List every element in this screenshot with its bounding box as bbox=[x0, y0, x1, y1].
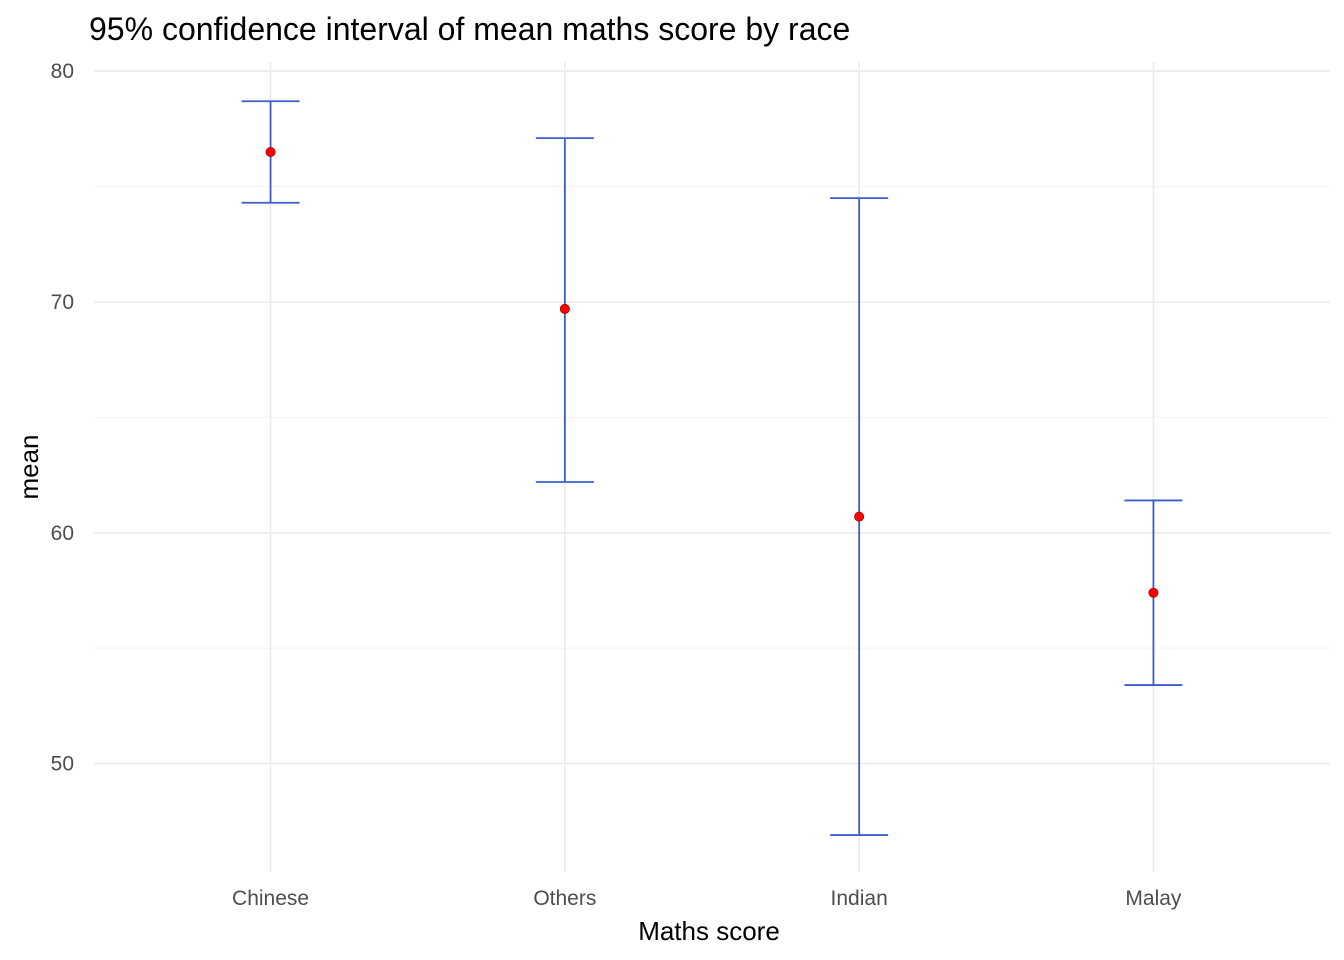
y-tick-label: 70 bbox=[51, 291, 74, 314]
grid-layer bbox=[94, 62, 1330, 872]
x-tick-label: Malay bbox=[1125, 887, 1182, 910]
y-axis-title: mean bbox=[14, 434, 44, 499]
y-tick-label: 50 bbox=[51, 753, 74, 776]
y-tick-label: 80 bbox=[51, 60, 74, 83]
x-tick-label: Indian bbox=[831, 887, 888, 910]
y-tick-labels: 50 60 70 80 bbox=[51, 60, 74, 775]
point-layer bbox=[265, 146, 1159, 598]
x-tick-label: Others bbox=[533, 887, 596, 910]
y-tick-label: 60 bbox=[51, 522, 74, 545]
x-tick-label: Chinese bbox=[232, 887, 309, 910]
x-tick-labels: Chinese Others Indian Malay bbox=[232, 887, 1182, 910]
mean-point-malay bbox=[1148, 587, 1159, 598]
mean-point-indian bbox=[854, 511, 865, 522]
chart-title: 95% confidence interval of mean maths sc… bbox=[89, 11, 850, 47]
errorbar-layer bbox=[241, 100, 1183, 836]
mean-point-others bbox=[559, 303, 570, 314]
x-axis-title: Maths score bbox=[638, 916, 780, 946]
mean-point-chinese bbox=[265, 146, 276, 157]
